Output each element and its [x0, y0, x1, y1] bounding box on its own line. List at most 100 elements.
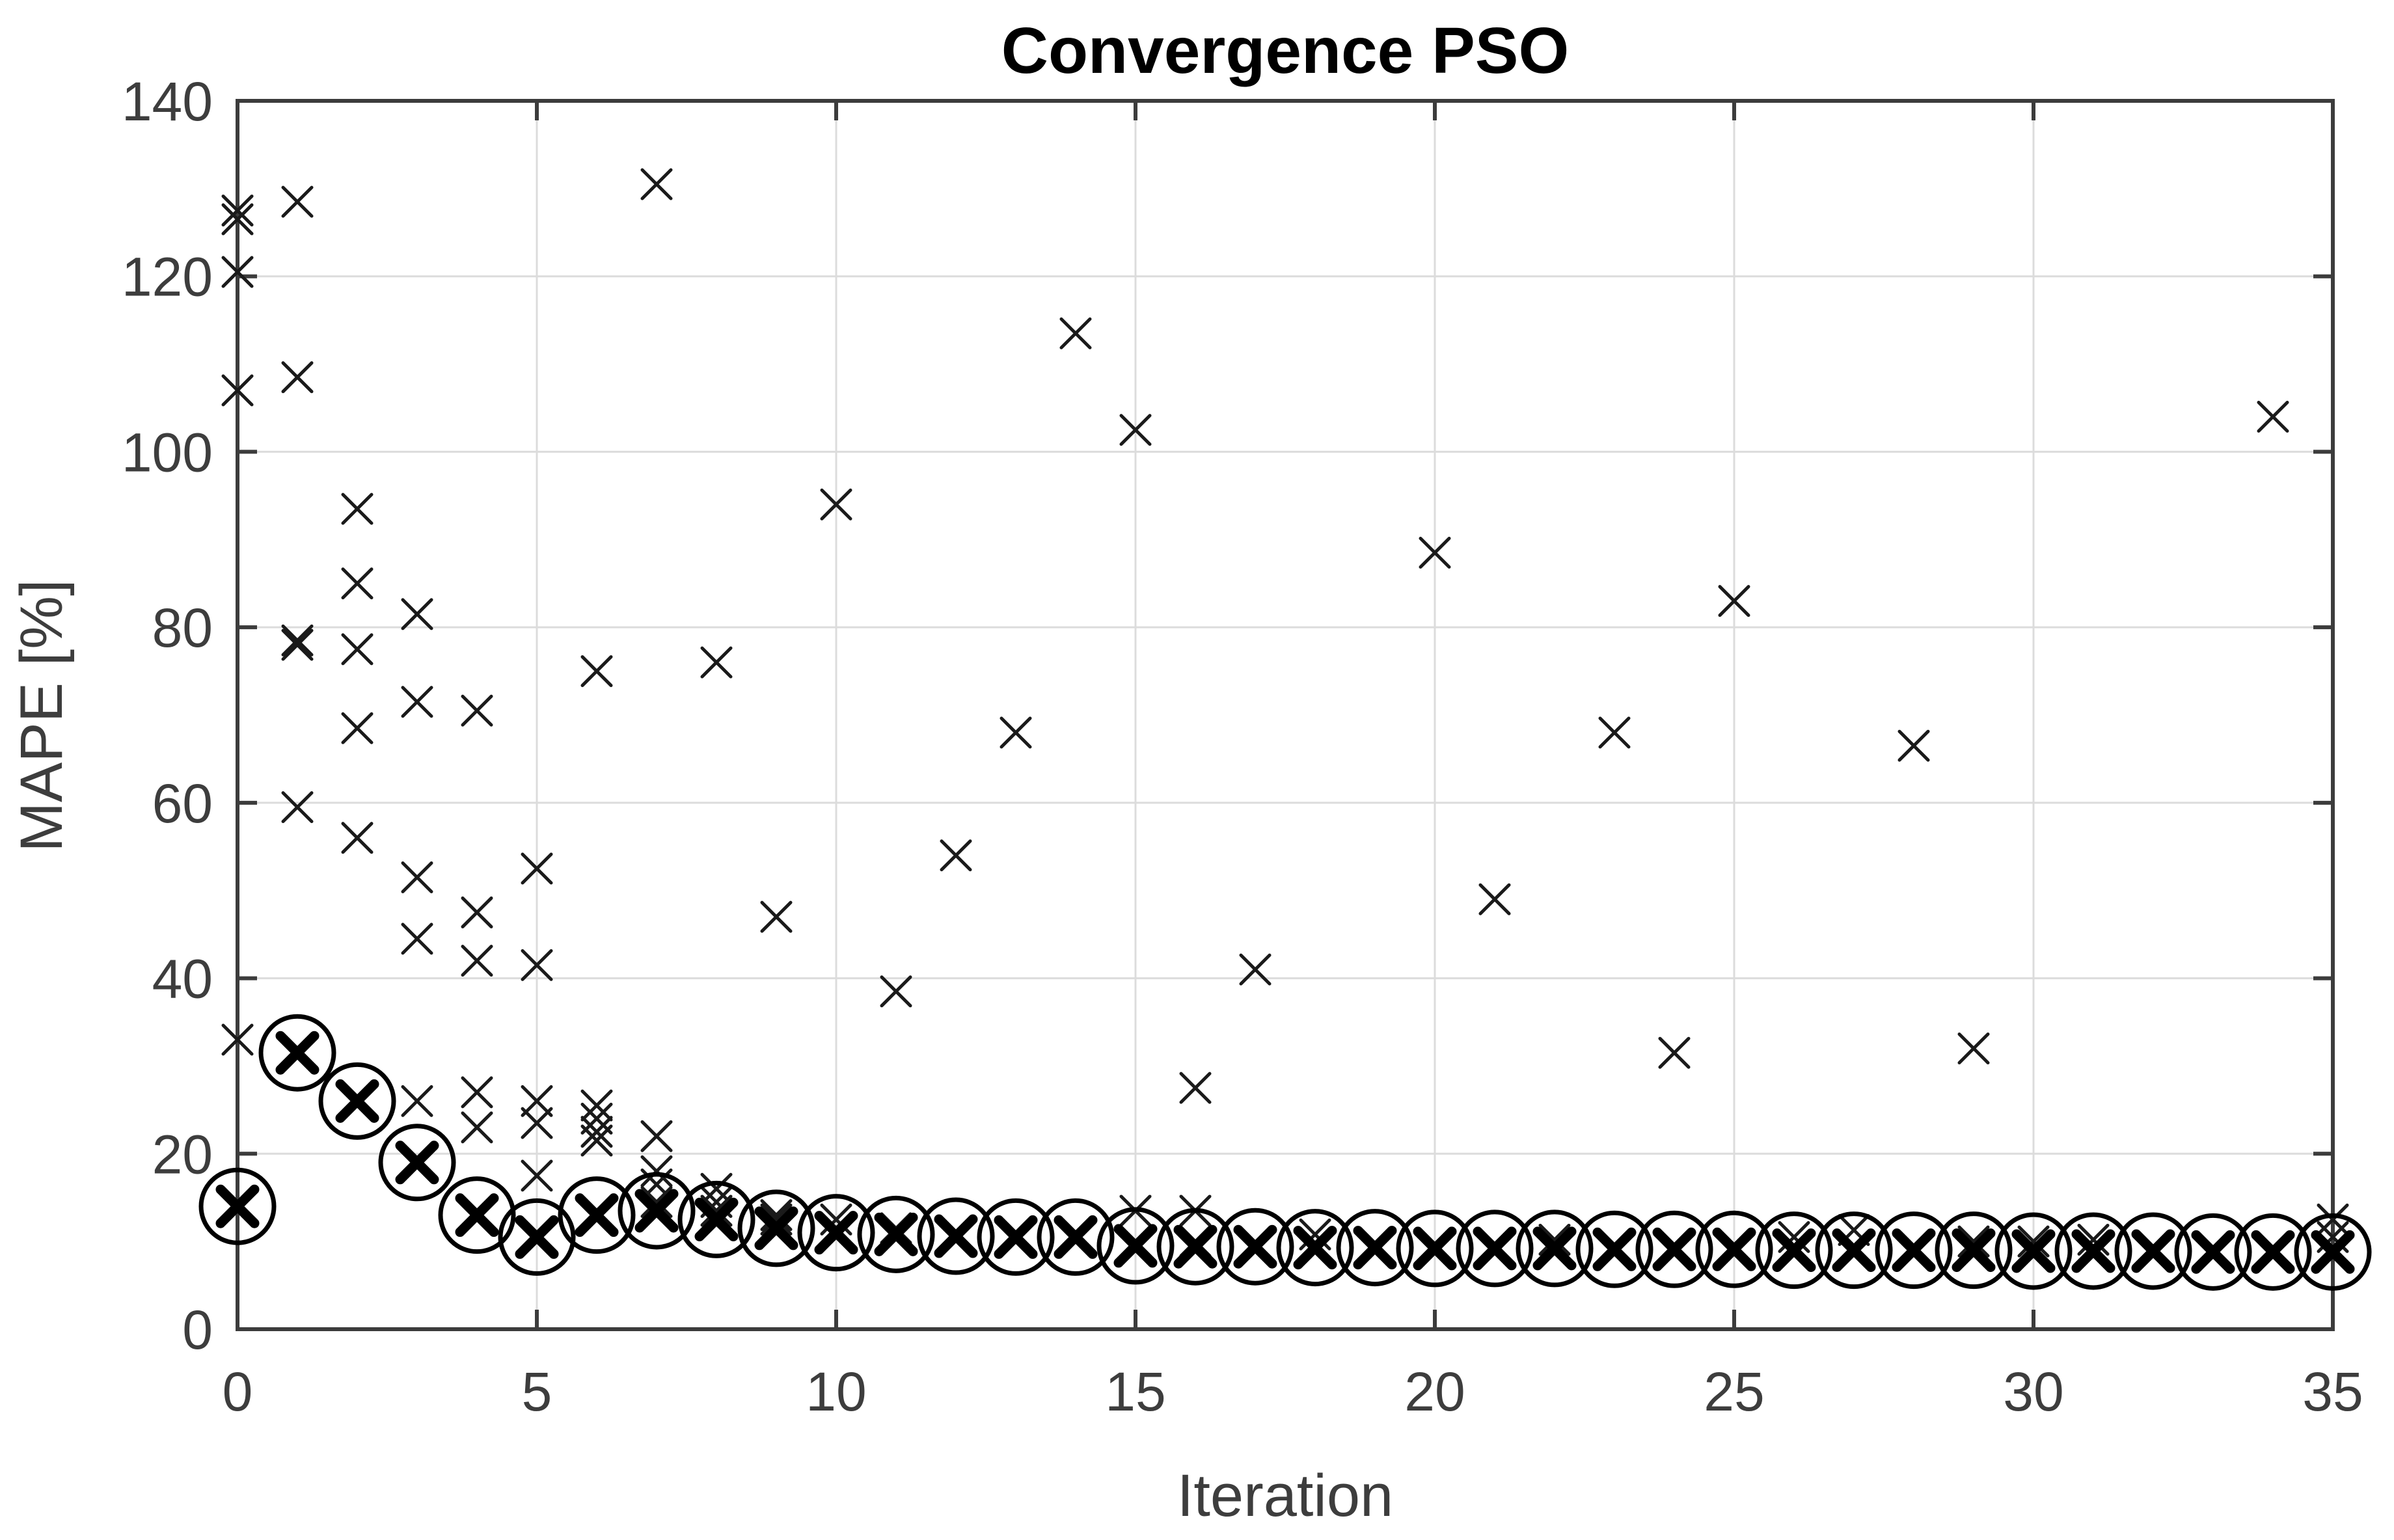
best-marker-x: [1772, 1228, 1816, 1273]
best-marker-x: [934, 1214, 978, 1258]
particle-marker: [461, 896, 493, 928]
best-marker-x: [1233, 1224, 1277, 1269]
best-marker-x: [634, 1189, 679, 1233]
particle-marker: [760, 1203, 793, 1236]
best-marker: [1396, 1209, 1474, 1288]
particle-marker: [221, 195, 254, 227]
particle-marker: [221, 374, 254, 407]
particle-marker: [700, 646, 733, 679]
best-marker: [2234, 1213, 2312, 1291]
best-marker-x: [694, 1197, 739, 1241]
particle-marker: [580, 655, 613, 688]
particle-marker: [401, 861, 433, 893]
particle-marker: [281, 361, 314, 394]
best-marker: [1516, 1209, 1594, 1288]
best-marker-x: [1712, 1227, 1756, 1271]
particle-marker: [700, 1195, 733, 1227]
best-marker-x: [814, 1211, 858, 1255]
best-marker: [558, 1176, 636, 1254]
y-tick-label: 100: [122, 422, 213, 483]
best-marker: [438, 1176, 516, 1254]
particle-marker: [281, 624, 314, 656]
particle-marker: [401, 686, 433, 718]
best-marker: [1695, 1210, 1773, 1288]
chart-title: Convergence PSO: [1001, 14, 1570, 87]
particle-marker: [640, 1155, 673, 1187]
y-tick-label: 0: [182, 1299, 213, 1360]
best-marker-x: [1652, 1227, 1696, 1271]
best-marker: [677, 1180, 755, 1258]
particle-marker: [2257, 400, 2289, 433]
best-marker-x: [1592, 1227, 1637, 1271]
particle-marker: [940, 839, 972, 872]
best-marker-x: [1473, 1226, 1517, 1271]
particle-marker: [760, 900, 793, 933]
particle-marker: [580, 1089, 613, 1122]
best-marker: [1456, 1209, 1534, 1288]
best-marker: [318, 1062, 396, 1140]
best-marker-x: [1413, 1226, 1457, 1271]
best-marker-x: [1532, 1226, 1577, 1271]
particle-marker: [461, 1076, 493, 1109]
best-marker: [1815, 1211, 1893, 1290]
best-marker: [1994, 1212, 2073, 1290]
particle-marker: [341, 822, 374, 854]
particle-marker: [1598, 716, 1631, 749]
particle-marker: [1478, 883, 1511, 915]
particle-marker: [1658, 1036, 1691, 1069]
best-marker-x: [515, 1215, 559, 1259]
particle-marker: [521, 1107, 553, 1139]
x-tick-label: 35: [2302, 1361, 2363, 1422]
particle-marker: [401, 598, 433, 630]
particle-marker: [640, 1185, 673, 1218]
best-marker: [258, 1014, 336, 1092]
particle-marker: [580, 1124, 613, 1157]
particle-marker: [1119, 414, 1152, 446]
best-marker-x: [1952, 1228, 1996, 1273]
y-tick-label: 20: [152, 1124, 213, 1185]
plot-area: 0 5 10 15 20 25 30 35 0 20 40 60 80 100 120 140: [122, 71, 2372, 1422]
particle-marker: [2017, 1225, 2050, 1258]
best-marker-x: [1054, 1215, 1098, 1259]
best-marker: [498, 1198, 576, 1276]
best-marker-x: [1173, 1224, 1217, 1269]
x-tick-label: 5: [522, 1361, 552, 1422]
particle-marker: [341, 633, 374, 666]
particle-marker: [1718, 585, 1750, 617]
best-marker: [1156, 1208, 1234, 1286]
particle-marker: [221, 256, 254, 288]
particle-marker: [1059, 317, 1092, 349]
x-tick-label: 0: [223, 1361, 253, 1422]
best-marker-x: [2251, 1230, 2295, 1274]
particle-marker: [341, 567, 374, 600]
best-marker: [378, 1124, 456, 1202]
x-tick-label: 15: [1105, 1361, 1165, 1422]
x-tick-label: 30: [2003, 1361, 2063, 1422]
best-marker: [1875, 1211, 1953, 1290]
x-tick-label: 10: [806, 1361, 866, 1422]
particle-marker: [401, 1085, 433, 1117]
best-marker-x: [994, 1215, 1038, 1259]
axes-box: [236, 99, 2335, 1331]
particle-marker: [580, 1116, 613, 1148]
particle-marker: [461, 1111, 493, 1144]
particle-marker: [281, 791, 314, 824]
particle-marker: [1239, 953, 1272, 986]
best-marker-x: [2011, 1229, 2056, 1273]
best-marker: [1037, 1198, 1115, 1276]
particle-marker: [341, 712, 374, 744]
particle-marker: [880, 975, 912, 1008]
particle-marker: [521, 1159, 553, 1192]
particle-marker: [401, 923, 433, 955]
best-marker: [737, 1189, 815, 1267]
particle-marker: [521, 852, 553, 885]
particle-marker: [1898, 729, 1930, 762]
best-marker-x: [2131, 1229, 2175, 1273]
x-axis-label: Iteration: [1177, 1463, 1393, 1529]
best-marker: [1935, 1211, 2013, 1290]
best-marker-x: [1113, 1224, 1158, 1268]
particle-marker: [820, 488, 852, 520]
best-marker: [1336, 1209, 1414, 1287]
y-tick-label: 120: [122, 247, 213, 308]
